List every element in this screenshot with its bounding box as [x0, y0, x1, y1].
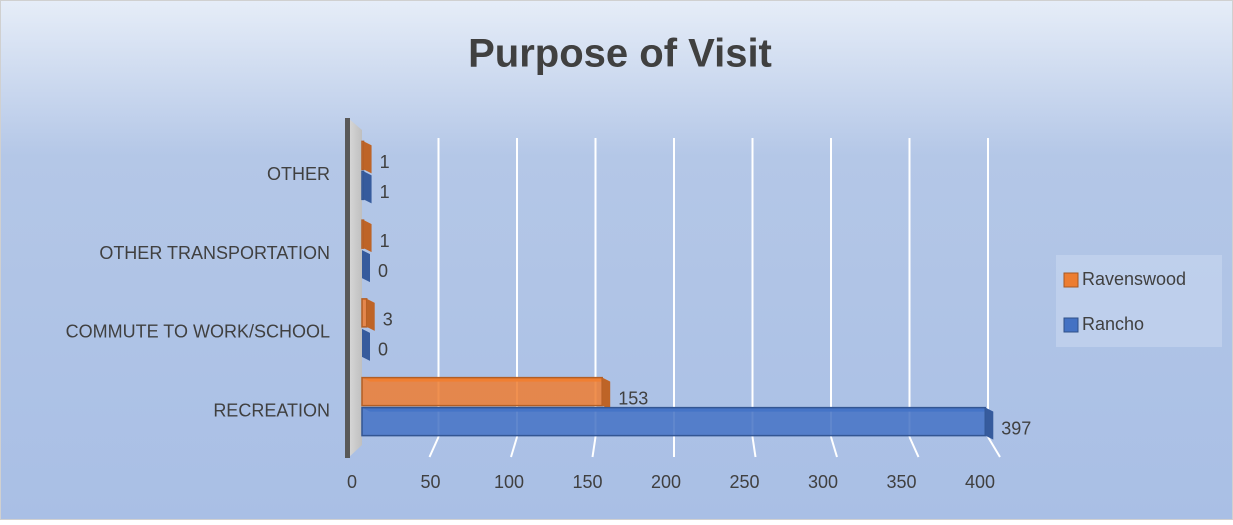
legend-swatch	[1063, 317, 1079, 333]
legend-label: Ravenswood	[1082, 269, 1186, 289]
bar-end	[366, 298, 375, 331]
x-tick-label: 50	[420, 472, 440, 492]
bar	[361, 219, 365, 249]
legend-swatch	[1063, 272, 1079, 288]
data-label: 3	[383, 310, 393, 330]
y-tick-label: OTHER	[267, 164, 330, 184]
grid-line	[751, 436, 757, 458]
bar-end	[362, 328, 370, 361]
x-tick-label: 200	[651, 472, 681, 492]
x-tick-label: 100	[494, 472, 524, 492]
x-tick-label: 150	[572, 472, 602, 492]
bar-end	[362, 250, 370, 283]
x-tick-label: 0	[347, 472, 357, 492]
bar-end	[602, 377, 611, 410]
data-label: 1	[380, 152, 390, 172]
chart-title: Purpose of Visit	[468, 32, 772, 76]
y-tick-label: RECREATION	[213, 400, 330, 420]
bar	[361, 406, 987, 437]
data-label: 0	[378, 261, 388, 281]
grid-line	[987, 436, 1001, 458]
bar-end	[363, 220, 372, 253]
grid-line	[830, 436, 838, 458]
data-label: 0	[378, 340, 388, 360]
x-tick-label: 400	[965, 472, 995, 492]
bar	[361, 140, 365, 171]
x-tick-label: 300	[808, 472, 838, 492]
legend-label: Rancho	[1082, 314, 1144, 334]
wall-edge	[345, 118, 350, 458]
legend-box	[1056, 255, 1222, 347]
grid-line	[428, 436, 440, 458]
data-label: 397	[1001, 418, 1031, 438]
bar-end	[363, 141, 372, 174]
bar-end	[363, 171, 372, 204]
data-label: 153	[618, 388, 648, 408]
data-label: 1	[380, 231, 390, 251]
bar	[361, 298, 368, 328]
bar	[361, 376, 603, 407]
y-tick-label: COMMUTE TO WORK/SCHOOL	[66, 322, 330, 342]
side-wall	[348, 118, 362, 458]
x-tick-label: 250	[729, 472, 759, 492]
grid-line	[908, 436, 920, 458]
bar-end	[985, 407, 994, 440]
grid-line	[591, 436, 597, 458]
x-tick-label: 350	[886, 472, 916, 492]
y-tick-label: OTHER TRANSPORTATION	[99, 243, 330, 263]
data-label: 1	[380, 182, 390, 202]
grid-line	[510, 436, 518, 458]
bar	[361, 170, 365, 201]
